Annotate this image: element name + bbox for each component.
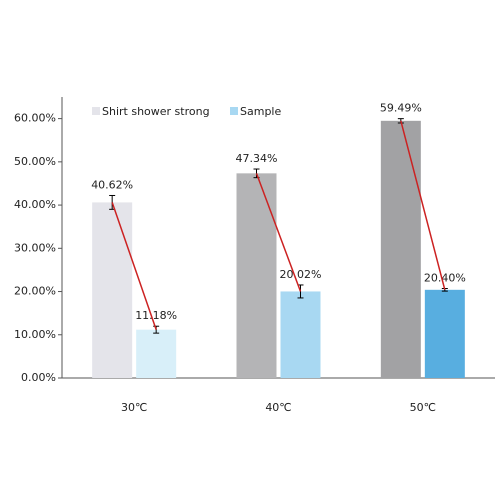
value-label: 59.49%	[380, 102, 422, 115]
y-tick-label: 10.00%	[14, 328, 56, 341]
connector-line	[255, 173, 302, 292]
y-tick-label: 50.00%	[14, 155, 56, 168]
legend-label: Shirt shower strong	[102, 105, 210, 118]
bar	[380, 120, 421, 378]
x-tick-label: 30℃	[121, 401, 147, 414]
bar	[136, 329, 177, 378]
legend-swatch	[230, 107, 238, 115]
value-label: 11.18%	[135, 309, 177, 322]
value-label: 20.02%	[280, 268, 322, 281]
x-tick-label: 50℃	[410, 401, 436, 414]
y-tick-label: 30.00%	[14, 241, 56, 254]
bar	[92, 202, 133, 378]
legend-swatch	[92, 107, 100, 115]
value-label: 47.34%	[236, 152, 278, 165]
bar	[424, 289, 465, 378]
value-label: 40.62%	[91, 178, 133, 191]
connector-line	[400, 120, 446, 290]
y-tick-label: 60.00%	[14, 112, 56, 125]
x-tick-label: 40℃	[265, 401, 291, 414]
bar	[280, 291, 321, 378]
y-tick-label: 20.00%	[14, 285, 56, 298]
connector-line	[111, 202, 157, 330]
legend-label: Sample	[240, 105, 281, 118]
value-label: 20.40%	[424, 272, 466, 285]
bar	[236, 173, 277, 378]
y-tick-label: 0.00%	[21, 371, 56, 384]
y-tick-label: 40.00%	[14, 198, 56, 211]
